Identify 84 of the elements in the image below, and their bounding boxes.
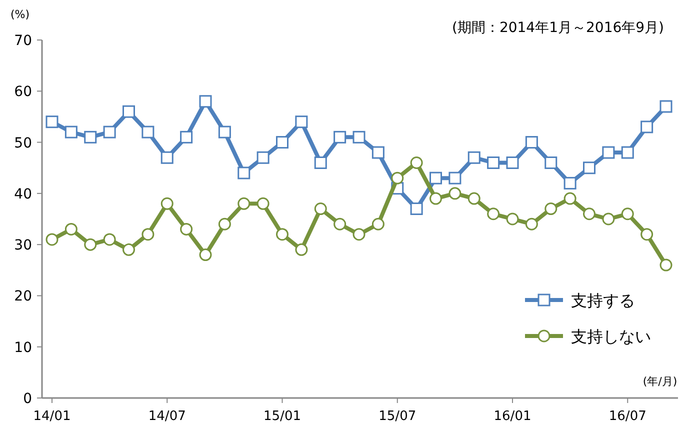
point <box>468 151 480 164</box>
point <box>448 172 462 184</box>
y-tick-label: 30 <box>14 238 32 254</box>
point <box>506 156 519 169</box>
point <box>238 166 250 180</box>
point <box>103 126 116 138</box>
point <box>621 208 634 220</box>
point <box>640 120 654 134</box>
point <box>64 126 78 138</box>
y-tick-label: 50 <box>14 135 32 152</box>
point <box>468 192 480 205</box>
point <box>506 212 519 226</box>
x-tick-label: 15/01 <box>264 409 301 424</box>
y-tick-label: 60 <box>14 84 32 100</box>
point <box>525 136 538 149</box>
point <box>84 130 97 144</box>
point <box>160 151 174 164</box>
x-tick-label: 14/01 <box>33 409 71 424</box>
point <box>180 222 193 236</box>
point <box>352 228 366 241</box>
point <box>410 202 423 216</box>
legend-label: 支持しない <box>571 327 651 346</box>
point <box>660 100 672 113</box>
point <box>410 156 423 169</box>
point <box>334 218 346 230</box>
point <box>564 192 576 205</box>
point <box>199 248 212 262</box>
point <box>583 208 596 220</box>
point <box>295 116 308 128</box>
x-axis-title: (年/月) <box>642 375 678 388</box>
y-tick-label: 10 <box>14 340 32 356</box>
x-tick-label: 16/07 <box>608 409 646 424</box>
point <box>199 95 212 108</box>
y-tick-label: 40 <box>14 186 32 202</box>
point <box>334 130 346 144</box>
point <box>660 258 672 272</box>
legend-label: 支持する <box>571 291 635 310</box>
x-tick-label: 15/07 <box>378 409 416 424</box>
point <box>142 228 154 241</box>
point <box>256 197 270 210</box>
point <box>295 243 308 256</box>
point <box>544 202 558 216</box>
point <box>122 243 135 256</box>
point <box>103 233 116 246</box>
point <box>525 218 538 230</box>
point <box>602 146 615 159</box>
x-tick-label: 16/01 <box>494 409 532 424</box>
point <box>487 156 500 169</box>
point <box>391 172 404 184</box>
point <box>430 172 442 184</box>
point <box>122 105 135 118</box>
point <box>352 130 366 144</box>
chart-subtitle: (期間：2014年1月～2016年9月) <box>452 20 664 36</box>
point <box>448 187 462 200</box>
point <box>218 126 231 138</box>
point <box>372 218 384 230</box>
point <box>46 116 58 128</box>
point <box>640 228 654 241</box>
point <box>487 208 500 220</box>
point <box>544 156 558 169</box>
point <box>180 130 193 144</box>
x-tick-label: 14/07 <box>148 409 186 424</box>
y-tick-label: 0 <box>23 391 32 407</box>
point <box>314 156 327 169</box>
point <box>142 126 154 138</box>
point <box>602 212 615 226</box>
point <box>583 162 596 174</box>
point <box>64 222 78 236</box>
point <box>84 238 97 251</box>
point <box>564 176 576 190</box>
point <box>256 151 270 164</box>
point <box>314 202 327 216</box>
y-tick-label: 20 <box>14 288 32 305</box>
point <box>276 228 288 241</box>
point <box>430 192 442 205</box>
point <box>621 146 634 159</box>
point <box>46 233 58 246</box>
point <box>372 146 384 159</box>
point <box>218 218 231 230</box>
point <box>276 136 288 149</box>
y-tick-label: 70 <box>14 33 32 49</box>
point <box>238 197 250 210</box>
y-axis-title: (%) <box>10 8 30 21</box>
point <box>160 197 174 210</box>
